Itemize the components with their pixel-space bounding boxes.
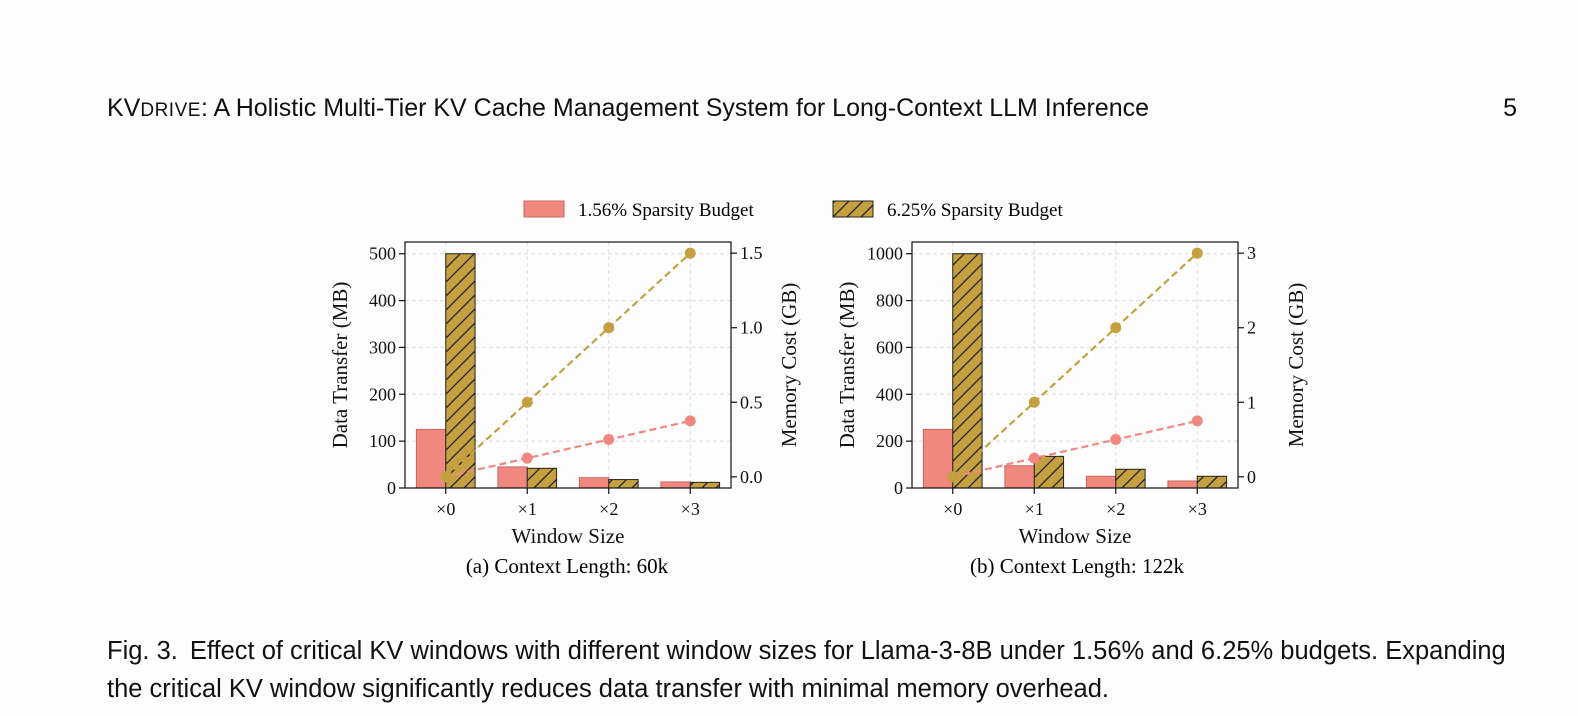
point-6-25 (440, 471, 452, 483)
chart-a: 0 100 200 300 400 500 0.0 0.5 1.0 1.5 ×0 ×1 ×2 ×3 Wind… (328, 241, 801, 548)
line-1-56 (952, 419, 1198, 478)
xtick-label: ×0 (436, 499, 455, 519)
y2tick-label: 3 (1247, 243, 1256, 263)
xtick-label: ×0 (943, 499, 962, 519)
ytick-label: 0 (894, 478, 903, 498)
figure-legend: 1.56% Sparsity Budget 6.25% Sparsity Bud… (523, 200, 1063, 221)
point-6-25 (1191, 247, 1203, 259)
bar-6-25 (1033, 455, 1065, 489)
ytick-label: 800 (876, 291, 903, 311)
legend-swatch-1-56 (523, 200, 565, 218)
running-head: KVDRIVE: A Holistic Multi-Tier KV Cache … (107, 94, 1517, 130)
caption-text: Effect of critical KV windows with diffe… (107, 637, 1506, 703)
point-6-25 (1028, 396, 1040, 408)
bar-6-25 (1196, 475, 1228, 489)
bar-6-25 (952, 253, 983, 489)
line-6-25 (445, 252, 691, 478)
bar-6-25 (689, 481, 721, 489)
line-1-56 (445, 419, 691, 478)
y2-axis-label: Memory Cost (GB) (1284, 283, 1308, 448)
y2tick-label: 1 (1247, 392, 1256, 412)
x-axis-label: Window Size (512, 524, 625, 548)
xtick-label: ×3 (1188, 499, 1207, 519)
subcaption-b: (b) Context Length: 122k (970, 554, 1185, 578)
ytick-label: 1000 (867, 244, 903, 264)
point-6-25 (603, 322, 615, 334)
point-6-25 (947, 471, 959, 483)
x-axis-label: Window Size (1019, 524, 1132, 548)
point-1-56 (1191, 415, 1203, 427)
y2tick-label: 1.0 (740, 318, 763, 338)
y2tick-label: 2 (1247, 318, 1256, 338)
bar-6-25 (526, 467, 558, 489)
point-1-56 (603, 434, 615, 446)
ytick-label: 400 (876, 384, 903, 404)
ytick-label: 600 (876, 337, 903, 357)
ytick-label: 400 (369, 291, 396, 311)
bar-1-56 (578, 477, 610, 489)
bar-6-25 (1115, 468, 1146, 489)
y2tick-label: 0.0 (740, 467, 763, 487)
page-number: 5 (1503, 94, 1517, 122)
figure-caption: Fig. 3. Effect of critical KV windows wit… (107, 632, 1537, 708)
legend-swatch-6-25 (832, 200, 874, 218)
bar-1-56 (1004, 465, 1035, 489)
bar-1-56 (497, 466, 528, 489)
point-1-56 (1028, 452, 1040, 464)
xtick-label: ×2 (1106, 499, 1125, 519)
bar-6-25 (445, 253, 476, 489)
bar-1-56 (1085, 475, 1117, 489)
caption-label: Fig. 3. (107, 637, 178, 665)
line-6-25 (952, 252, 1198, 478)
xtick-label: ×1 (518, 499, 537, 519)
ytick-label: 300 (369, 337, 396, 357)
y2-axis-label: Memory Cost (GB) (777, 283, 801, 448)
subcaption-a: (a) Context Length: 60k (466, 554, 669, 578)
bar-6-25 (608, 479, 639, 489)
title-rest: : A Holistic Multi-Tier KV Cache Managem… (200, 94, 1150, 122)
chart-b: 0 200 400 600 800 1000 0 1 2 3 ×0 ×1 ×2 ×3 Window Size… (835, 241, 1308, 548)
y-axis-label: Data Transfer (MB) (328, 282, 352, 449)
title-smallcaps: DRIVE (140, 100, 201, 121)
title-prefix: KV (107, 94, 141, 122)
plot-frame (404, 241, 732, 489)
ytick-label: 500 (369, 244, 396, 264)
bar-1-56 (1167, 480, 1198, 489)
y2tick-label: 0 (1247, 467, 1256, 487)
bar-1-56 (660, 481, 691, 489)
xtick-label: ×3 (681, 499, 700, 519)
plot-frame (911, 241, 1239, 489)
y2tick-label: 1.5 (740, 243, 763, 263)
point-1-56 (684, 415, 696, 427)
xtick-label: ×2 (599, 499, 618, 519)
point-6-25 (684, 247, 696, 259)
point-1-56 (521, 452, 533, 464)
ytick-label: 200 (369, 384, 396, 404)
point-6-25 (521, 396, 533, 408)
ytick-label: 200 (876, 431, 903, 451)
xtick-label: ×1 (1025, 499, 1044, 519)
point-1-56 (1110, 434, 1122, 446)
legend-label-1-56: 1.56% Sparsity Budget (578, 200, 754, 221)
y-axis-label: Data Transfer (MB) (835, 282, 859, 449)
ytick-label: 100 (369, 431, 396, 451)
point-6-25 (1110, 322, 1122, 334)
running-title: KVDRIVE: A Holistic Multi-Tier KV Cache … (107, 94, 1149, 123)
ytick-label: 0 (387, 478, 396, 498)
legend-label-6-25: 6.25% Sparsity Budget (887, 200, 1063, 221)
y2tick-label: 0.5 (740, 392, 763, 412)
